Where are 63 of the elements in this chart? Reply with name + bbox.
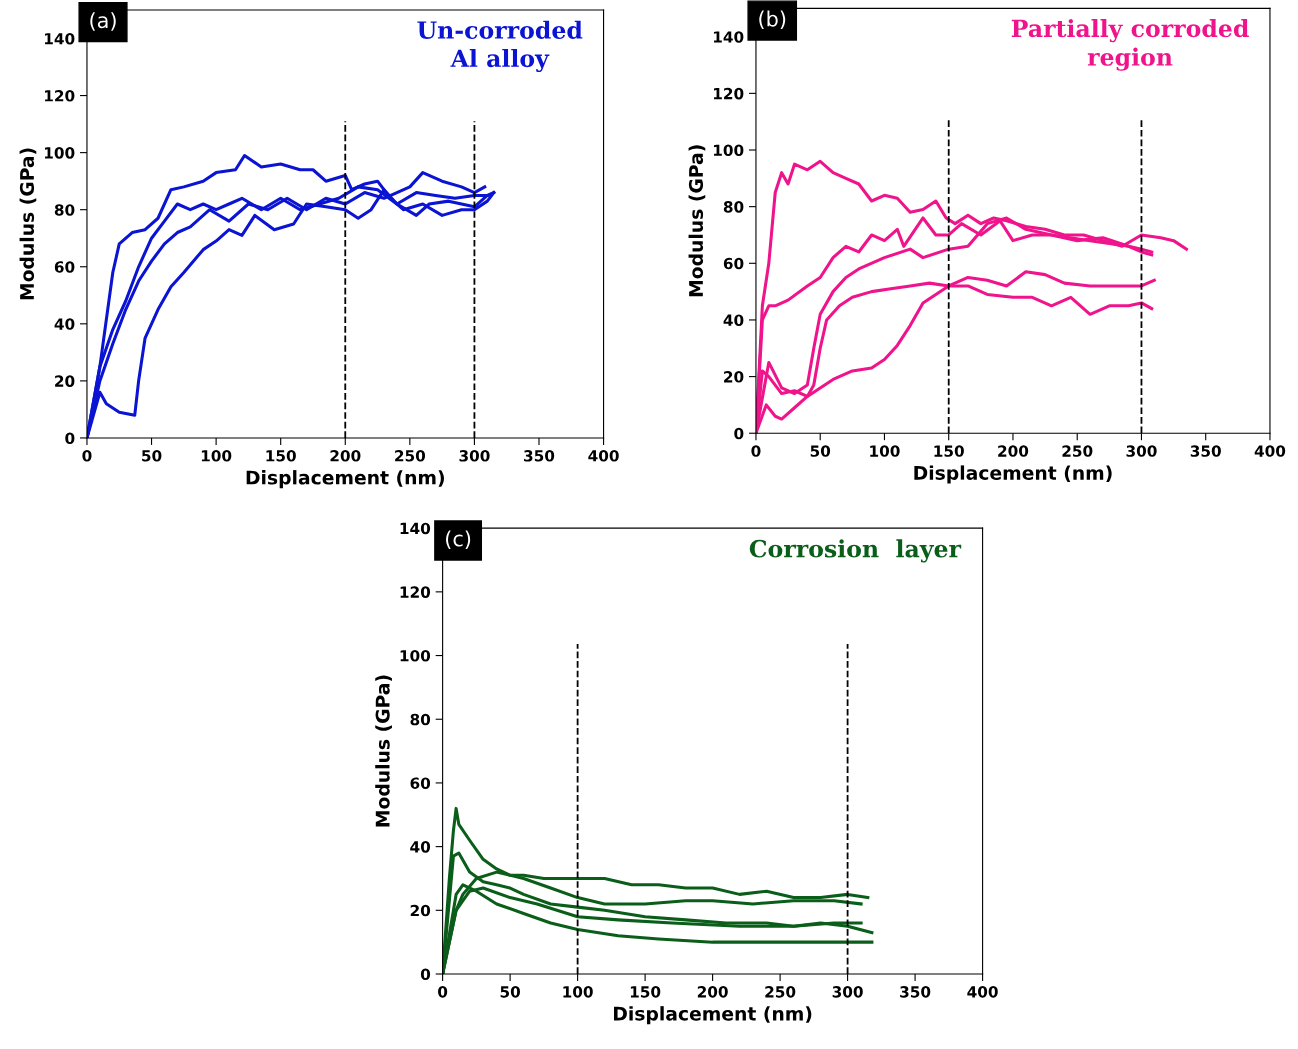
x-tick-label: 350: [524, 450, 555, 462]
y-axis-title: Modulus (GPa): [688, 145, 706, 297]
chart-title: Corrosion layer: [749, 539, 962, 563]
annotation: (c): [446, 530, 471, 549]
y-tick-label: 80: [723, 201, 744, 213]
x-tick-label: 350: [900, 986, 931, 998]
y-tick-label: 80: [54, 204, 75, 216]
y-tick-label: 120: [44, 90, 75, 102]
x-tick-label: 50: [810, 445, 831, 457]
x-tick-label: 250: [395, 450, 426, 462]
x-tick-label: 0: [438, 986, 448, 998]
x-tick-label: 50: [500, 986, 521, 998]
y-tick-label: 40: [54, 318, 75, 330]
x-tick-label: 400: [588, 450, 619, 462]
y-tick-label: 20: [410, 904, 431, 917]
x-tick-label: 150: [934, 445, 964, 457]
x-tick-label: 100: [563, 986, 593, 998]
text: Partially corroded region: [1011, 19, 1249, 71]
x-tick-label: 300: [459, 450, 490, 462]
y-tick-label: 60: [723, 257, 744, 270]
y-tick-label: 40: [410, 841, 431, 853]
y-tick-label: 140: [400, 522, 431, 535]
x-tick-label: 250: [1062, 445, 1093, 457]
x-tick-label: 100: [201, 450, 232, 462]
y-tick-label: 80: [410, 713, 431, 726]
x-tick-label: 300: [832, 986, 863, 998]
annotation: (b): [759, 10, 786, 30]
y-tick-label: 120: [713, 87, 744, 100]
x-tick-label: 350: [1190, 445, 1221, 457]
y-tick-label: 20: [55, 375, 75, 387]
x-tick-label: 0: [751, 445, 761, 457]
y-tick-label: 100: [713, 144, 744, 157]
y-tick-label: 0: [65, 432, 75, 444]
x-tick-label: 150: [266, 450, 296, 462]
x-tick-label: 200: [330, 450, 361, 462]
y-tick-label: 0: [734, 427, 744, 440]
x-tick-label: 400: [1254, 445, 1286, 457]
y-tick-label: 120: [400, 586, 431, 598]
x-axis-title: Displacement (nm): [914, 465, 1112, 484]
x-tick-label: 250: [765, 986, 796, 998]
x-tick-label: 300: [1126, 445, 1157, 457]
y-tick-label: 60: [410, 777, 431, 789]
y-tick-label: 100: [400, 650, 431, 662]
y-tick-label: 140: [713, 31, 744, 43]
x-tick-label: 150: [630, 986, 661, 998]
x-tick-label: 50: [142, 450, 162, 462]
y-axis-title: Modulus (GPa): [375, 675, 392, 827]
x-axis-title: Displacement (nm): [246, 470, 444, 489]
y-tick-label: 0: [420, 968, 431, 981]
x-tick-label: 400: [967, 986, 998, 998]
y-tick-label: 40: [723, 314, 744, 326]
x-tick-label: 200: [697, 986, 728, 998]
x-tick-label: 0: [82, 450, 92, 462]
x-axis-title: Displacement (nm): [614, 1006, 812, 1025]
y-tick-label: 60: [54, 261, 75, 273]
text: Un-corroded Al alloy: [417, 20, 583, 73]
y-tick-label: 20: [724, 371, 744, 383]
x-tick-label: 200: [998, 445, 1029, 457]
x-tick-label: 100: [870, 445, 900, 457]
y-tick-label: 100: [44, 147, 75, 159]
y-axis-title: Modulus (GPa): [19, 148, 37, 300]
y-tick-label: 140: [44, 32, 75, 45]
annotation: (a): [90, 12, 116, 31]
